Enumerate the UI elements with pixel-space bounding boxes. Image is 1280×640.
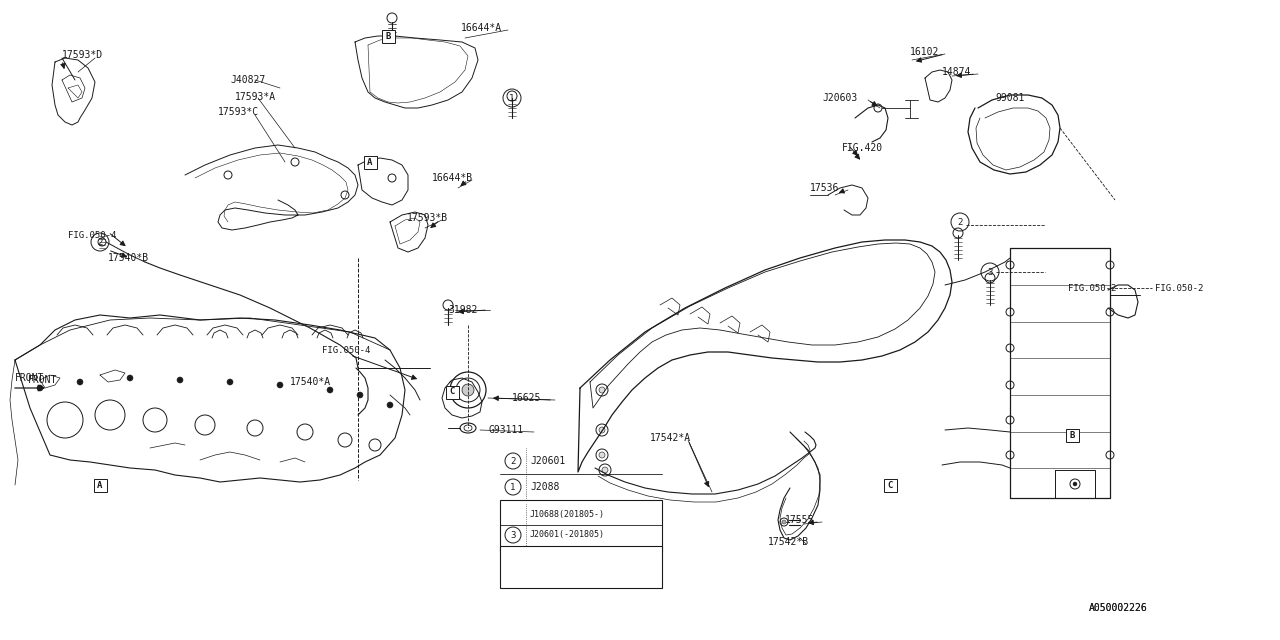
Circle shape — [276, 382, 283, 388]
Circle shape — [227, 379, 233, 385]
Text: 3: 3 — [987, 268, 993, 276]
Text: 16625: 16625 — [512, 393, 541, 403]
Text: FIG.050-4: FIG.050-4 — [68, 230, 116, 239]
Text: 31982: 31982 — [448, 305, 477, 315]
Text: G93111: G93111 — [488, 425, 524, 435]
Bar — [500, 546, 662, 588]
Circle shape — [1073, 482, 1076, 486]
Circle shape — [37, 385, 44, 391]
Text: J10688(201805-): J10688(201805-) — [530, 509, 605, 518]
Text: 17536: 17536 — [810, 183, 840, 193]
Circle shape — [77, 379, 83, 385]
Bar — [364, 156, 376, 168]
Text: J20601(-201805): J20601(-201805) — [530, 531, 605, 540]
Text: A050002226: A050002226 — [1089, 603, 1148, 613]
Text: 17542*A: 17542*A — [650, 433, 691, 443]
Circle shape — [602, 467, 608, 473]
Text: C: C — [887, 481, 892, 490]
Text: 16102: 16102 — [910, 47, 940, 57]
Text: B: B — [1069, 431, 1075, 440]
Circle shape — [387, 402, 393, 408]
Text: 17593*C: 17593*C — [218, 107, 259, 117]
Text: FRONT: FRONT — [28, 375, 58, 385]
Bar — [883, 479, 896, 492]
Text: FRONT: FRONT — [15, 373, 45, 383]
Text: FIG.050-4: FIG.050-4 — [323, 346, 370, 355]
Text: J20601: J20601 — [530, 456, 566, 466]
Text: 2: 2 — [511, 456, 516, 465]
Circle shape — [599, 452, 605, 458]
Text: J20603: J20603 — [822, 93, 858, 103]
Text: FIG.420: FIG.420 — [842, 143, 883, 153]
Circle shape — [357, 392, 364, 398]
Text: 99081: 99081 — [995, 93, 1024, 103]
Circle shape — [599, 427, 605, 433]
Text: 2: 2 — [957, 218, 963, 227]
Circle shape — [326, 387, 333, 393]
Text: 17542*B: 17542*B — [768, 537, 809, 547]
Text: A: A — [367, 157, 372, 166]
Text: 17593*B: 17593*B — [407, 213, 448, 223]
Text: 17555: 17555 — [785, 515, 814, 525]
Text: 1: 1 — [509, 93, 515, 102]
Text: 3: 3 — [511, 531, 516, 540]
Text: 17593*A: 17593*A — [236, 92, 276, 102]
Bar — [445, 385, 458, 399]
Text: 1: 1 — [511, 483, 516, 492]
Text: B: B — [385, 31, 390, 40]
Text: A: A — [97, 481, 102, 490]
Text: 16644*B: 16644*B — [433, 173, 474, 183]
Text: J40827: J40827 — [230, 75, 265, 85]
Text: A050002226: A050002226 — [1089, 603, 1148, 613]
Circle shape — [462, 384, 474, 396]
Text: FIG.050-2: FIG.050-2 — [1068, 284, 1116, 292]
Bar — [93, 479, 106, 492]
Text: 14874: 14874 — [942, 67, 972, 77]
Text: C: C — [449, 387, 454, 397]
Circle shape — [782, 520, 786, 524]
Bar — [381, 29, 394, 42]
Text: 16644*A: 16644*A — [461, 23, 502, 33]
Text: 17593*D: 17593*D — [61, 50, 104, 60]
Bar — [500, 500, 662, 552]
Text: FIG.050-2: FIG.050-2 — [1155, 284, 1203, 292]
Circle shape — [127, 375, 133, 381]
Text: 17540*A: 17540*A — [291, 377, 332, 387]
Text: 17540*B: 17540*B — [108, 253, 150, 263]
Circle shape — [177, 377, 183, 383]
Text: 2: 2 — [97, 237, 102, 246]
Bar — [1065, 429, 1079, 442]
Text: J2088: J2088 — [530, 482, 559, 492]
Circle shape — [599, 387, 605, 393]
